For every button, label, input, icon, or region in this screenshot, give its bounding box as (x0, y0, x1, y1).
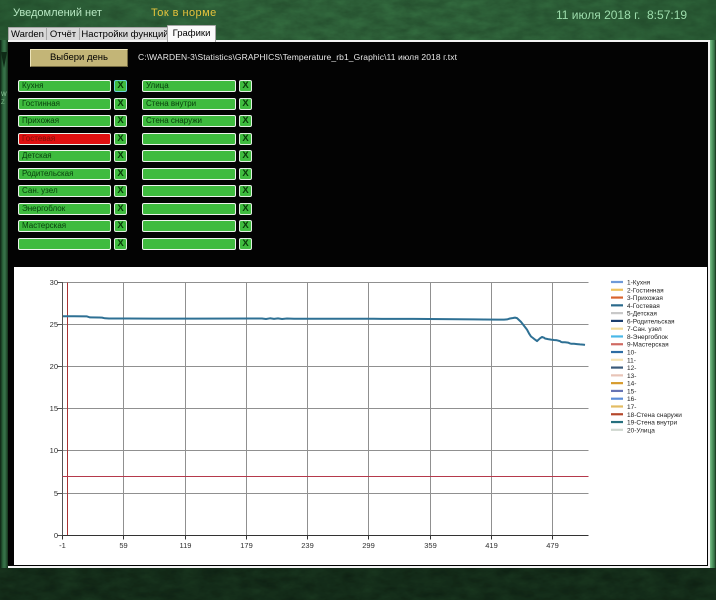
svg-text:17-: 17- (627, 404, 636, 411)
svg-text:59: 59 (119, 541, 127, 550)
svg-text:20: 20 (50, 362, 58, 371)
svg-text:179: 179 (240, 541, 253, 550)
svg-text:8-Энергоблок: 8-Энергоблок (627, 333, 668, 341)
svg-text:6-Родительская: 6-Родительская (627, 318, 675, 325)
svg-text:14-: 14- (627, 381, 636, 388)
svg-text:119: 119 (180, 541, 192, 550)
svg-text:30: 30 (50, 278, 58, 287)
svg-text:479: 479 (546, 541, 559, 550)
svg-text:20-Улица: 20-Улица (627, 427, 655, 434)
svg-text:-1: -1 (59, 541, 66, 550)
svg-text:11-: 11- (627, 357, 636, 364)
svg-text:0: 0 (54, 531, 58, 540)
svg-text:15-: 15- (627, 388, 636, 395)
svg-text:18-Стена снаружи: 18-Стена снаружи (627, 412, 682, 419)
svg-text:1-Кухня: 1-Кухня (627, 280, 651, 287)
svg-text:2-Гостинная: 2-Гостинная (627, 287, 664, 294)
svg-text:359: 359 (424, 541, 437, 550)
svg-text:16-: 16- (627, 396, 636, 403)
svg-text:25: 25 (50, 320, 58, 329)
svg-text:239: 239 (301, 541, 314, 550)
svg-text:7-Сан. узел: 7-Сан. узел (627, 326, 662, 333)
svg-text:15: 15 (50, 404, 58, 413)
svg-text:5: 5 (54, 489, 58, 498)
svg-text:19-Стена внутри: 19-Стена внутри (627, 420, 678, 427)
svg-text:9-Мастерская: 9-Мастерская (627, 342, 669, 349)
svg-text:5-Детская: 5-Детская (627, 311, 657, 318)
svg-text:3-Прихожая: 3-Прихожая (627, 295, 663, 302)
svg-text:10: 10 (50, 446, 58, 455)
svg-text:299: 299 (362, 541, 375, 550)
svg-text:419: 419 (485, 541, 498, 550)
svg-text:4-Гостевая: 4-Гостевая (627, 303, 660, 310)
svg-text:12-: 12- (627, 365, 636, 372)
svg-text:13-: 13- (627, 373, 636, 380)
svg-text:10-: 10- (627, 350, 636, 357)
